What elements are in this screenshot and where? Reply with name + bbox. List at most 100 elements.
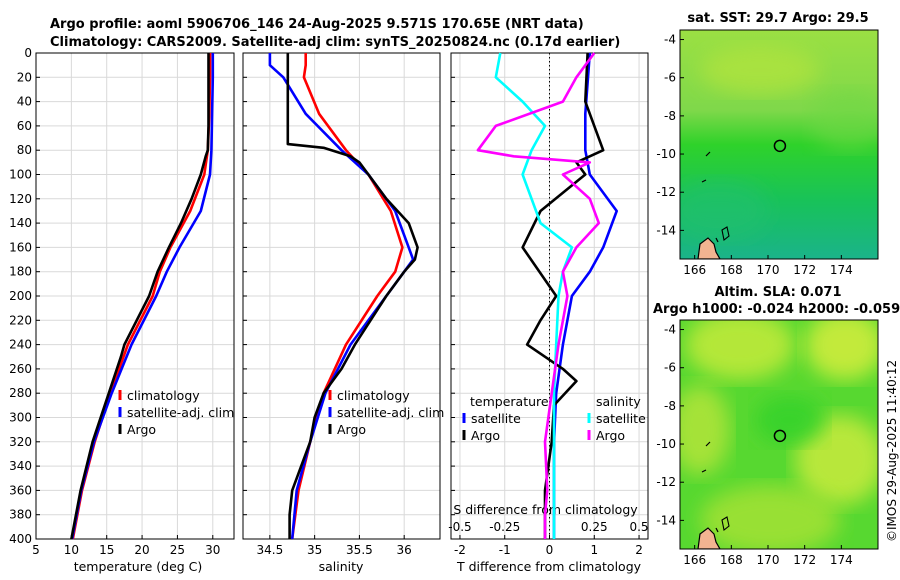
map-x-tick-label: 170	[757, 263, 780, 277]
header-line-1: Argo profile: aoml 5906706_146 24-Aug-20…	[50, 17, 584, 32]
map-x-tick-label: 168	[720, 553, 743, 567]
map-x-tick-label: 168	[720, 263, 743, 277]
map-x-tick-label: 166	[683, 553, 706, 567]
temperature-axis-label: temperature (deg C)	[74, 559, 203, 574]
legend-entry: Argo	[471, 428, 500, 443]
map-x-tick-label: 174	[830, 553, 853, 567]
map-frame	[679, 319, 879, 550]
x-tick-label: 5	[32, 543, 40, 557]
depth-tick-label: 80	[17, 143, 32, 157]
x-tick-label: 35.5	[346, 543, 373, 557]
s-tick-label: 0.25	[581, 520, 608, 534]
depth-tick-label: 180	[9, 265, 32, 279]
depth-tick-label: 160	[9, 240, 32, 254]
s-tick-label: -0.5	[448, 520, 471, 534]
map-x-tick-label: 170	[757, 553, 780, 567]
legend-entry: climatology	[127, 388, 200, 403]
map-y-tick-label: -14	[656, 223, 676, 237]
depth-tick-label: 400	[9, 532, 32, 546]
depth-tick-label: 120	[9, 192, 32, 206]
depth-tick-label: 100	[9, 168, 32, 182]
salinity-axis-label: salinity	[319, 559, 364, 574]
sla-map-title-2: Argo h1000: -0.024 h2000: -0.059	[653, 302, 900, 317]
series-line-satellite-adj-clim	[70, 53, 215, 540]
header-line-2: Climatology: CARS2009. Satellite-adj cli…	[50, 35, 620, 50]
t-difference-axis-label: T difference from climatology	[456, 559, 642, 574]
map-y-tick-label: -6	[664, 361, 676, 375]
legend-entry: satellite-adj. clim	[127, 405, 234, 420]
depth-tick-label: 280	[9, 386, 32, 400]
map-y-tick-label: -14	[656, 513, 676, 527]
series-line-argo	[286, 53, 419, 539]
depth-tick-label: 200	[9, 289, 32, 303]
sla-map-image	[680, 320, 878, 549]
x-tick-label: 15	[99, 543, 114, 557]
x-tick-label: 2	[635, 543, 643, 557]
map-y-tick-label: -8	[664, 109, 676, 123]
x-tick-label: 0	[546, 543, 554, 557]
x-tick-label: 35	[307, 543, 322, 557]
map-y-tick-label: -4	[664, 33, 676, 47]
depth-tick-label: 140	[9, 216, 32, 230]
map-frame	[679, 29, 879, 260]
legend-entry: satellite-adj. clim	[337, 405, 444, 420]
series-line-s-satellite	[494, 52, 574, 539]
map-x-tick-label: 172	[793, 263, 816, 277]
x-tick-label: -1	[499, 543, 511, 557]
depth-tick-label: 380	[9, 508, 32, 522]
salinity-panel: 34.5 35 35.5 36 climatology satellite-adj. cl…	[242, 52, 444, 557]
sla-map-axes: 166 168 170 172 174 -4 -6 -8 -10 -12 -14	[656, 319, 879, 567]
map-x-tick-label: 172	[793, 553, 816, 567]
legend-entry: Argo	[127, 422, 156, 437]
map-y-tick-label: -8	[664, 399, 676, 413]
sst-map-title: sat. SST: 29.7 Argo: 29.5	[687, 11, 868, 26]
x-tick-label: 36	[397, 543, 412, 557]
map-y-tick-label: -6	[664, 71, 676, 85]
map-y-tick-label: -12	[656, 185, 676, 199]
map-x-tick-label: 174	[830, 263, 853, 277]
s-tick-label: -0.25	[489, 520, 520, 534]
legend-entry: satellite	[471, 411, 521, 426]
difference-panel: -2 -1 0 1 2S difference from climatology-0.5…	[448, 52, 649, 557]
series-line-s-argo	[476, 52, 601, 539]
map-y-tick-label: -10	[656, 437, 676, 451]
x-tick-label: 1	[590, 543, 598, 557]
depth-tick-label: 360	[9, 483, 32, 497]
sst-map-image	[680, 30, 878, 259]
s-tick-label: 0.5	[629, 520, 648, 534]
depth-tick-label: 260	[9, 362, 32, 376]
series-line-satellite-adj-clim	[268, 53, 415, 540]
legend-entry: climatology	[337, 388, 410, 403]
depth-tick-label: 60	[17, 119, 32, 133]
x-tick-label: 10	[64, 543, 79, 557]
legend-salinity-title: salinity	[596, 394, 641, 409]
map-y-tick-label: -4	[664, 323, 676, 337]
depth-tick-label: 320	[9, 435, 32, 449]
map-y-tick-label: -12	[656, 475, 676, 489]
temperature-panel: 0 20 40 60 80 100 120 140 160 180 200 220 240 260 280 3…	[9, 46, 235, 557]
legend-temperature-title: temperature	[470, 394, 549, 409]
depth-tick-label: 240	[9, 338, 32, 352]
x-tick-label: 30	[205, 543, 220, 557]
depth-tick-label: 0	[24, 46, 32, 60]
argo-position-marker	[773, 429, 787, 443]
x-tick-label: -2	[454, 543, 466, 557]
depth-tick-label: 20	[17, 70, 32, 84]
imos-watermark: ©IMOS 29-Aug-2025 11:40:12	[885, 360, 899, 542]
x-tick-label: 34.5	[257, 543, 284, 557]
sst-map-axes: 166 168 170 172 174 -4 -6 -8 -10 -12 -14	[656, 29, 879, 277]
depth-tick-label: 340	[9, 459, 32, 473]
x-tick-label: 25	[170, 543, 185, 557]
legend-entry: Argo	[337, 422, 366, 437]
depth-tick-label: 40	[17, 95, 32, 109]
depth-tick-label: 220	[9, 313, 32, 327]
x-tick-label: 20	[134, 543, 149, 557]
series-line-argo	[70, 53, 210, 540]
sla-map-title-1: Altim. SLA: 0.071	[715, 285, 842, 300]
argo-position-marker	[773, 139, 787, 153]
legend-entry: Argo	[596, 428, 625, 443]
depth-tick-label: 300	[9, 411, 32, 425]
map-y-tick-label: -10	[656, 147, 676, 161]
